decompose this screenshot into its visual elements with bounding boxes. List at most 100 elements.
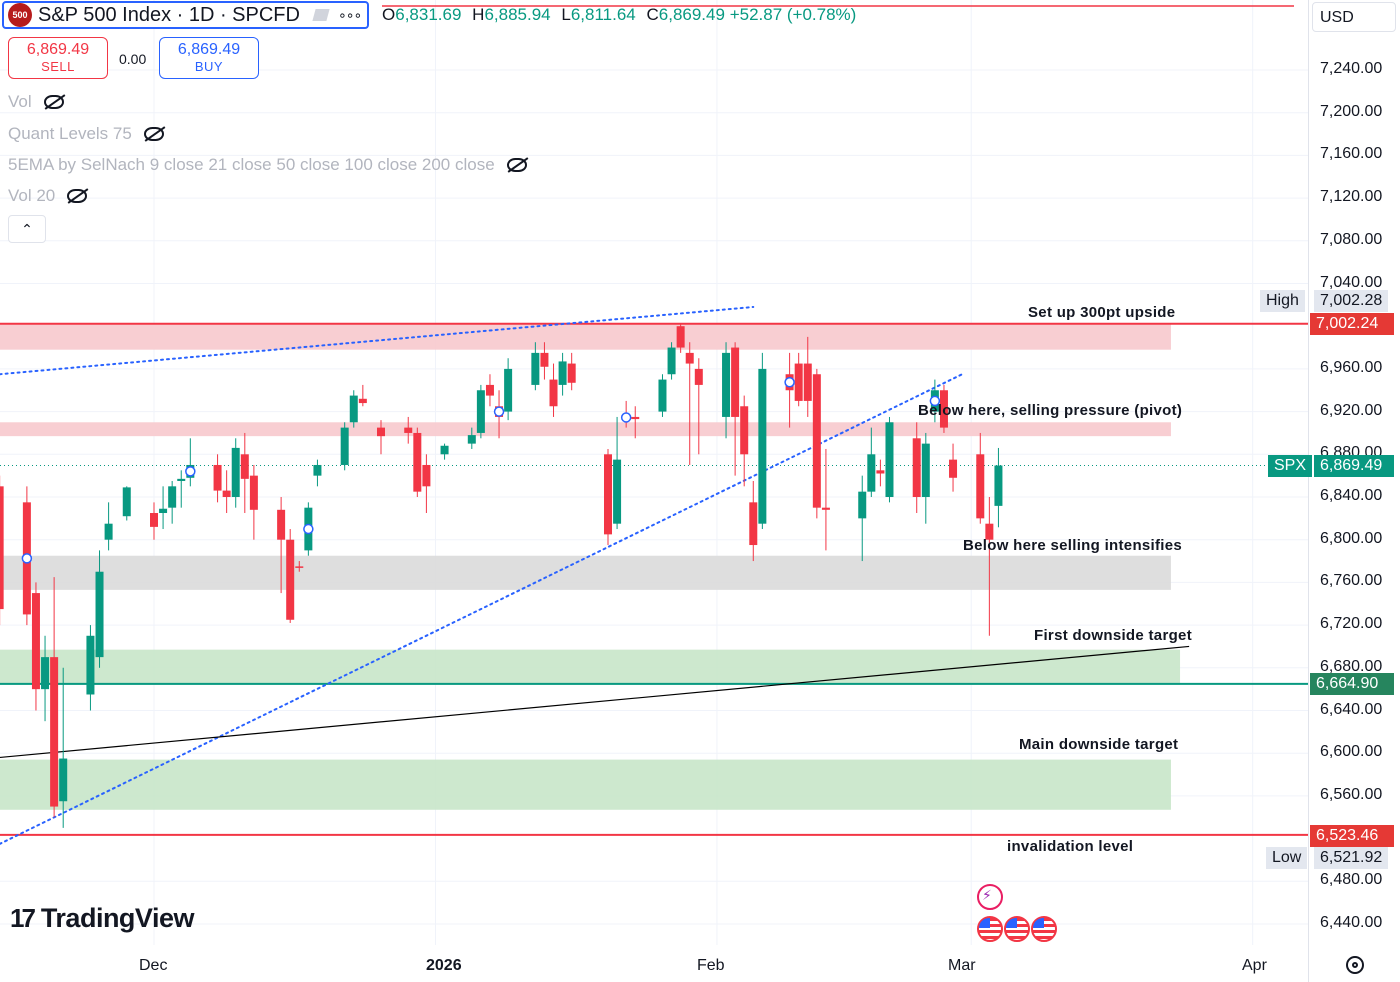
- candle-body: [313, 464, 322, 476]
- low-tag-label: Low: [1266, 847, 1308, 869]
- low-value: 6,811.64: [570, 5, 636, 24]
- eye-hidden-icon[interactable]: [67, 189, 88, 203]
- candle-body: [177, 478, 186, 481]
- sell-price: 6,869.49: [26, 41, 90, 58]
- price-axis-tick: 6,960.00: [1320, 358, 1383, 376]
- candle-body: [985, 523, 994, 540]
- eye-hidden-icon[interactable]: [506, 158, 527, 172]
- symbol-tag: SPX: [1268, 455, 1313, 477]
- open-value: 6,831.69: [395, 5, 462, 24]
- buy-label: BUY: [194, 59, 224, 74]
- candle-body: [749, 502, 758, 546]
- candle-body: [858, 491, 867, 519]
- candle-body: [168, 486, 177, 508]
- more-icon[interactable]: ∘∘∘: [337, 6, 362, 23]
- symbol-header[interactable]: 500 S&P 500 Index · 1D · SPCFD ∘∘∘: [2, 1, 370, 29]
- candle-body: [631, 416, 640, 420]
- candle-body: [676, 326, 685, 348]
- high-tag-value: 7,002.28: [1314, 290, 1389, 312]
- candle-body: [467, 435, 476, 444]
- indicator-label: Vol: [8, 92, 32, 111]
- candle-body: [404, 427, 413, 433]
- price-axis-tick: 6,840.00: [1320, 487, 1383, 504]
- price-axis-tick: 6,640.00: [1320, 700, 1383, 718]
- price-axis-divider: [1308, 0, 1309, 982]
- settings-icon[interactable]: [1346, 956, 1364, 974]
- signal-marker: [620, 412, 632, 423]
- candle-body: [476, 390, 485, 433]
- price-zone: [0, 649, 1181, 685]
- candle-body: [885, 422, 894, 497]
- us-flag-icon[interactable]: [1031, 916, 1057, 942]
- candle-body: [485, 384, 494, 396]
- flag-icon[interactable]: [312, 9, 330, 21]
- candle-body: [758, 368, 767, 524]
- price-zone: [0, 324, 1171, 350]
- candle-body: [59, 758, 68, 802]
- candle-body: [277, 509, 286, 540]
- annotation-invalidation[interactable]: invalidation level: [1007, 838, 1134, 855]
- spread-value: 0.00: [119, 51, 147, 67]
- indicator-5ema[interactable]: 5EMA by SelNach 9 close 21 close 50 clos…: [8, 155, 527, 175]
- low-tag-value: 6,521.92: [1314, 847, 1389, 869]
- candle-body: [613, 459, 622, 524]
- signal-marker: [303, 523, 314, 535]
- price-axis-tick: 7,080.00: [1320, 230, 1383, 248]
- indicator-quant-levels[interactable]: Quant Levels 75: [8, 124, 164, 144]
- buy-button[interactable]: 6,869.49 BUY: [159, 37, 259, 79]
- symbol-logo: 500: [8, 3, 32, 27]
- indicator-label: 5EMA by SelNach 9 close 21 close 50 clos…: [8, 155, 495, 174]
- invalidation-tag: 6,523.46: [1310, 825, 1394, 847]
- candle-body: [213, 464, 222, 491]
- indicator-vol[interactable]: Vol: [8, 92, 64, 112]
- candle-body: [949, 459, 958, 478]
- price-axis-tick: 6,920.00: [1320, 401, 1383, 419]
- candle-body: [531, 352, 540, 385]
- candle-body: [876, 470, 885, 474]
- eye-hidden-icon[interactable]: [143, 127, 164, 141]
- support-tag: 6,664.90: [1310, 673, 1394, 695]
- annotation-upside[interactable]: Set up 300pt upside: [1028, 304, 1176, 321]
- candle-body: [722, 352, 731, 417]
- candle-body: [122, 487, 131, 517]
- candle-body: [794, 363, 803, 401]
- sell-button[interactable]: 6,869.49 SELL: [8, 37, 108, 79]
- buy-price: 6,869.49: [177, 41, 241, 58]
- candle-body: [358, 398, 367, 404]
- indicator-vol-20[interactable]: Vol 20: [8, 186, 88, 206]
- annotation-first-target[interactable]: First downside target: [1034, 627, 1192, 644]
- candle-body: [740, 406, 749, 455]
- candle-body: [240, 454, 249, 479]
- indicator-label: Quant Levels 75: [8, 124, 132, 143]
- eye-hidden-icon[interactable]: [43, 95, 64, 109]
- candle-body: [685, 352, 694, 364]
- us-flag-icon[interactable]: [1004, 916, 1030, 942]
- candle-body: [86, 635, 95, 695]
- signal-marker: [929, 395, 941, 407]
- candle-body: [150, 513, 158, 527]
- ohlc-readout: O6,831.69 H6,885.94 L6,811.64 C6,869.49 …: [382, 5, 856, 25]
- candle-body: [413, 432, 422, 492]
- candle-body: [921, 443, 930, 497]
- candle-body: [340, 427, 349, 465]
- price-zone: [0, 555, 1171, 590]
- candle-body: [377, 427, 385, 437]
- annotation-main-target[interactable]: Main downside target: [1019, 736, 1179, 753]
- tradingview-logo[interactable]: 17 TradingView: [10, 903, 194, 934]
- close-label: C: [646, 5, 659, 24]
- us-flag-icon[interactable]: [977, 916, 1003, 942]
- low-label: L: [561, 5, 571, 24]
- signal-marker: [21, 553, 33, 564]
- price-zone: [0, 422, 1171, 437]
- price-chart[interactable]: [0, 0, 1308, 945]
- price-axis-tick: 6,800.00: [1320, 529, 1383, 547]
- candle-body: [912, 438, 921, 497]
- collapse-indicators-button[interactable]: ⌃: [8, 215, 46, 243]
- economic-event-icon[interactable]: [977, 884, 1003, 910]
- annotation-intensifies[interactable]: Below here selling intensifies: [963, 537, 1183, 554]
- candle-body: [159, 508, 168, 514]
- currency-select[interactable]: USD: [1312, 2, 1396, 32]
- annotation-pivot[interactable]: Below here, selling pressure (pivot): [918, 402, 1183, 419]
- candle-body: [939, 390, 948, 428]
- high-value: 6,885.94: [484, 5, 551, 24]
